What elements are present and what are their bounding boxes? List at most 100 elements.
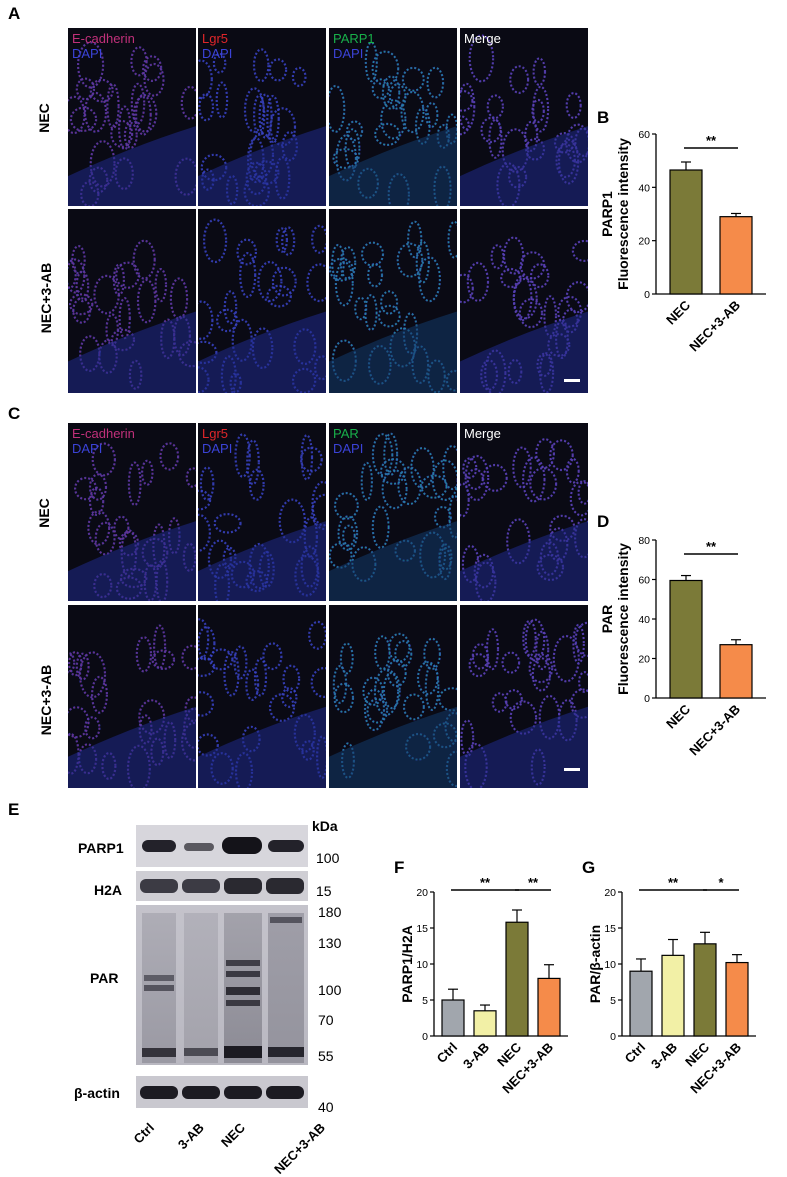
y-tick-label: 20: [416, 887, 428, 899]
micrograph-texture: [329, 632, 457, 788]
bar-3-ab: [661, 954, 685, 1037]
band: [182, 879, 220, 893]
panel-c-stain-label: PAR: [333, 426, 359, 441]
y-tick-label: 20: [638, 654, 650, 666]
y-axis-label: PARP1/H2A: [399, 925, 415, 1003]
y-tick-label: 60: [638, 129, 650, 141]
y-tick-label: 0: [644, 289, 650, 301]
panel-c-stain-label: E-cadherin: [72, 426, 135, 441]
y-tick-label: 0: [422, 1031, 428, 1043]
y-tick-label: 20: [638, 236, 650, 248]
bar-nec: [505, 921, 529, 1037]
band: [144, 985, 174, 991]
band: [266, 1086, 304, 1099]
band: [184, 1048, 218, 1056]
panel-letter-e: E: [8, 800, 20, 819]
band: [226, 971, 260, 977]
marker-15: 15: [316, 883, 332, 899]
panel-a-row-label-nec-3ab: NEC+3-AB: [38, 262, 54, 334]
micrograph-texture: [198, 218, 326, 393]
y-tick-label: 10: [416, 959, 428, 971]
y-axis-label: PARP1: [599, 191, 615, 237]
panel-a-tile-lgr5-nec: Lgr5 DAPI: [198, 28, 326, 206]
x-tick-label: Ctrl: [622, 1040, 648, 1066]
micrograph-texture: [68, 624, 196, 788]
lane-label-nec: NEC: [218, 1120, 249, 1151]
panel-a-stain-label: PARP1: [333, 31, 375, 46]
band: [266, 878, 304, 894]
panel-letter-a: A: [8, 4, 21, 23]
wb-row-label-h2a: H2A: [94, 882, 123, 898]
micrograph-texture: [460, 438, 588, 601]
band: [268, 1047, 304, 1057]
bar-nec: [669, 169, 703, 295]
bar-nec-3-ab: [719, 644, 753, 699]
panel-a-tile-parp1-nec: PARP1 DAPI: [329, 28, 457, 206]
blot-actin: [136, 1076, 308, 1108]
chart-d-par-intensity: PAR Fluorescence intensity 0 20 40 60 80 NECNEC…: [599, 535, 766, 758]
y-tick-label: 0: [610, 1031, 616, 1043]
panel-c-row-label-nec-3ab: NEC+3-AB: [38, 664, 54, 736]
bar-nec: [669, 579, 703, 699]
micrograph-texture: [68, 442, 196, 601]
panel-c-stain-label: Merge: [464, 426, 501, 441]
marker-40: 40: [318, 1099, 334, 1115]
bar-nec: [693, 943, 717, 1037]
x-tick-label: Ctrl: [434, 1040, 460, 1066]
lane-label-nec-3ab: NEC+3-AB: [271, 1120, 328, 1177]
panel-a-tile-ecad-nec3ab: [68, 209, 196, 393]
micrograph-texture: [329, 41, 457, 206]
y-tick-label: 15: [416, 923, 428, 935]
x-tick-label: NEC+3-AB: [686, 298, 743, 355]
significance-stars: **: [528, 875, 539, 890]
panel-letter-c: C: [8, 404, 21, 423]
micrograph-texture: [68, 239, 196, 393]
band: [224, 878, 262, 894]
x-tick-label: 3-AB: [648, 1040, 680, 1072]
band: [184, 843, 214, 851]
wb-row-label-actin: β-actin: [74, 1085, 120, 1101]
lane: [268, 913, 304, 1063]
panel-a-tile-lgr5-nec3ab: [198, 209, 326, 393]
significance-stars: **: [706, 133, 717, 148]
y-axis-label: PAR/β-actin: [587, 925, 603, 1003]
band: [226, 1000, 260, 1006]
band: [182, 1086, 220, 1099]
panel-letter-g: G: [582, 858, 596, 877]
bar-nec-3-ab: [719, 216, 753, 295]
y-tick-label: 15: [604, 923, 616, 935]
bar-ctrl: [629, 970, 653, 1037]
panel-a-tile-parp1-nec3ab: [329, 209, 457, 393]
panel-c-counterstain-label: DAPI: [72, 441, 103, 456]
micrograph-texture: [460, 236, 588, 393]
y-tick-label: 5: [422, 995, 428, 1007]
x-tick-label: NEC: [663, 701, 693, 731]
marker-100: 100: [316, 850, 340, 866]
y-tick-label: 0: [644, 693, 650, 705]
blot-h2a: [136, 871, 308, 901]
panel-a-counterstain-label: DAPI: [333, 46, 364, 61]
wb-row-label-parp1: PARP1: [78, 840, 124, 856]
band: [222, 837, 262, 854]
panel-letter-f: F: [394, 858, 405, 877]
panel-a-stain-label: E-cadherin: [72, 31, 135, 46]
marker-70: 70: [318, 1012, 334, 1028]
y-tick-label: 40: [638, 182, 650, 194]
chart-b-parp1-intensity: PARP1 Fluorescence intensity 0 20 40 60 NECNEC…: [599, 129, 766, 355]
micrograph-texture: [460, 34, 588, 206]
band: [224, 1046, 262, 1058]
panel-letter-b: B: [597, 108, 610, 127]
blot-parp1: [136, 825, 308, 867]
marker-180: 180: [318, 904, 342, 920]
panel-a-stain-label: Lgr5: [202, 31, 229, 46]
significance-stars: **: [668, 875, 679, 890]
micrograph-texture: [68, 41, 196, 206]
bar-3-ab: [473, 1010, 497, 1037]
lane: [184, 913, 218, 1063]
micrograph-texture: [329, 432, 457, 601]
band: [142, 840, 176, 852]
y-axis-label: Fluorescence intensity: [615, 543, 631, 695]
micrograph-texture: [460, 618, 588, 788]
